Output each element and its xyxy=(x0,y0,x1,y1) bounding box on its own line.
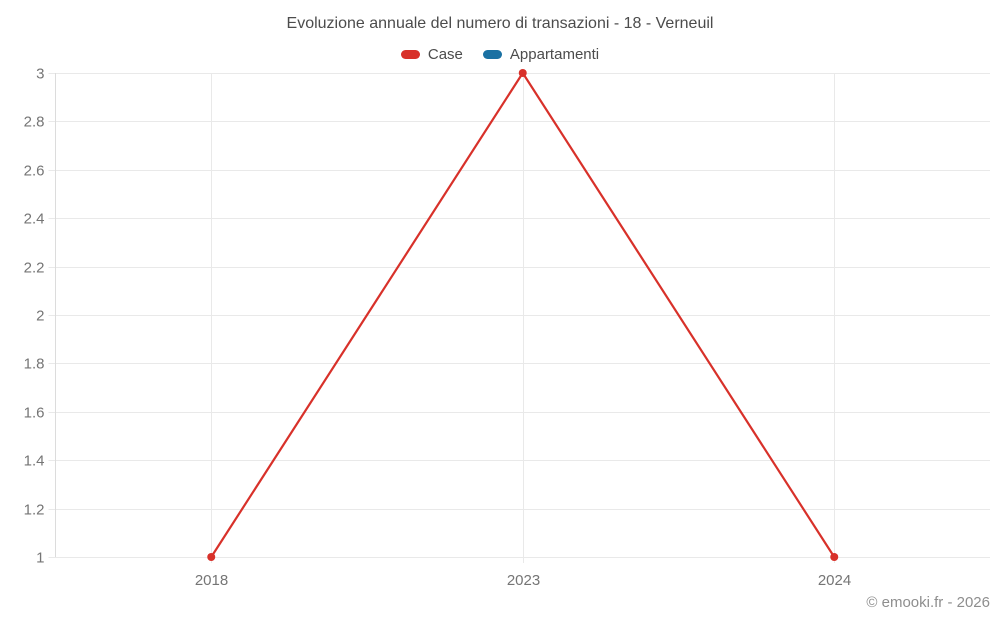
svg-text:3: 3 xyxy=(36,66,44,83)
svg-text:2.8: 2.8 xyxy=(24,114,45,131)
legend-label-appartamenti: Appartamenti xyxy=(509,46,600,63)
svg-text:1.6: 1.6 xyxy=(24,405,45,422)
chart-title: Evoluzione annuale del numero di transaz… xyxy=(286,15,714,32)
svg-text:2.2: 2.2 xyxy=(24,260,45,277)
legend-label-case: Case xyxy=(427,46,463,63)
svg-text:1.8: 1.8 xyxy=(24,356,45,373)
copyright-label: © emooki.fr - 2026 xyxy=(866,594,990,611)
svg-text:1.2: 1.2 xyxy=(24,502,45,519)
svg-text:2023: 2023 xyxy=(507,572,540,589)
case-series-swatch-icon xyxy=(400,50,420,59)
chart-legend: Case Appartamenti xyxy=(0,46,1000,63)
appartamenti-series-swatch-icon xyxy=(482,50,502,59)
svg-text:2018: 2018 xyxy=(195,572,228,589)
svg-text:2: 2 xyxy=(36,308,44,325)
svg-text:1.4: 1.4 xyxy=(24,453,45,470)
svg-text:2.4: 2.4 xyxy=(24,211,45,228)
svg-text:2024: 2024 xyxy=(818,572,851,589)
svg-text:2.6: 2.6 xyxy=(24,163,45,180)
legend-item-appartamenti[interactable]: Appartamenti xyxy=(482,46,600,63)
legend-item-case[interactable]: Case xyxy=(400,46,463,63)
svg-text:1: 1 xyxy=(36,550,44,567)
